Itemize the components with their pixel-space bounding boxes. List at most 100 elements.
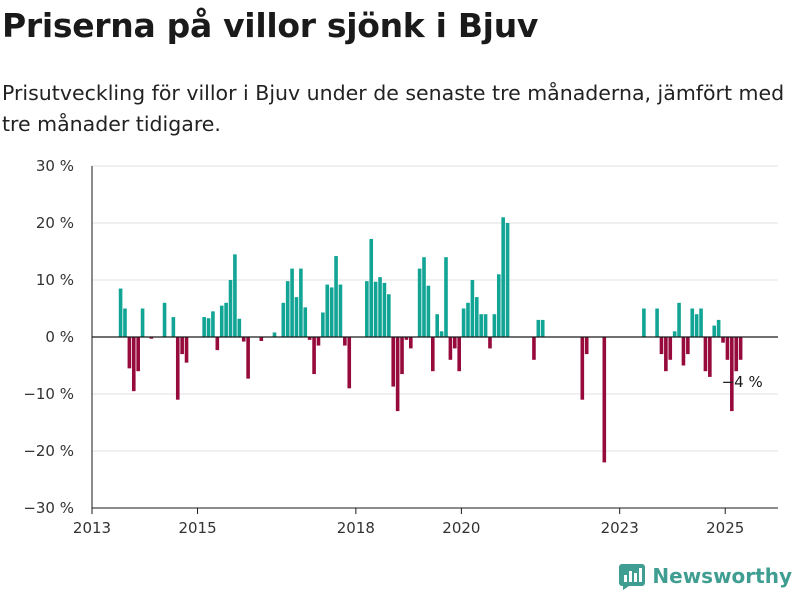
bar-negative [180, 337, 184, 355]
bar-positive [233, 254, 237, 337]
bar-positive [162, 302, 167, 337]
bar-positive [228, 280, 233, 337]
y-tick-label: 30 % [36, 157, 74, 175]
bar-negative [668, 337, 673, 360]
bar-positive [422, 257, 426, 337]
bar-negative [246, 337, 250, 379]
bar-positive [272, 332, 277, 337]
bar-negative [409, 337, 413, 349]
y-tick-label: 0 % [45, 328, 74, 346]
bar-positive [321, 312, 325, 337]
bar-positive [303, 307, 308, 337]
chart-title: Priserna på villor sjönk i Bjuv [2, 6, 539, 45]
bar-negative [730, 337, 734, 412]
bar-positive [285, 281, 290, 337]
bar-positive [219, 305, 224, 337]
bar-positive [444, 257, 448, 337]
bar-negative [580, 337, 585, 400]
bars [118, 217, 743, 463]
bar-positive [642, 308, 646, 337]
bar-negative [431, 337, 435, 372]
bar-negative [307, 337, 312, 340]
bar-negative [149, 337, 154, 339]
bar-positive [237, 318, 242, 337]
bar-positive [417, 268, 422, 337]
bar-positive [672, 331, 677, 337]
bar-negative [241, 337, 246, 342]
bar-positive [540, 319, 545, 337]
y-tick-label: 20 % [36, 214, 74, 232]
bar-chart-logo-icon [619, 564, 646, 590]
bar-negative [136, 337, 140, 372]
bar-negative [452, 337, 457, 349]
bar-negative [659, 337, 664, 355]
bar-negative [584, 337, 589, 355]
bar-positive [466, 302, 470, 337]
bar-positive [699, 308, 703, 337]
bar-positive [496, 274, 501, 337]
y-tick-label: −10 % [23, 385, 74, 403]
bar-positive [373, 281, 378, 337]
bar-negative [400, 337, 404, 375]
bar-negative [721, 337, 725, 343]
bar-positive [479, 314, 483, 337]
bar-positive [505, 223, 510, 337]
bar-positive [329, 287, 334, 337]
bar-negative [259, 337, 264, 341]
bar-positive [140, 308, 145, 337]
bar-negative [404, 337, 409, 340]
bar-negative [131, 337, 136, 392]
bar-positive [299, 268, 303, 337]
bar-positive [378, 277, 382, 337]
bar-negative [738, 337, 743, 360]
bar-negative [664, 337, 668, 372]
bar-negative [681, 337, 686, 366]
bar-positive [334, 256, 338, 337]
bar-positive [483, 314, 488, 337]
bar-positive [224, 302, 228, 337]
bar-negative [686, 337, 690, 355]
axes [91, 166, 778, 514]
chart-subtitle: Prisutveckling för villor i Bjuv under d… [2, 81, 785, 136]
bar-positive [712, 325, 717, 337]
bar-positive [290, 268, 294, 337]
bar-negative [734, 337, 739, 372]
bar-negative [725, 337, 730, 360]
bar-positive [461, 308, 466, 337]
y-tick-label: 10 % [36, 271, 74, 289]
bar-positive [281, 302, 286, 337]
bar-positive [694, 314, 699, 337]
x-axis-tick-labels: 2013 2015 2018 2020 2023 2025 [73, 519, 744, 537]
bar-positive [387, 294, 391, 337]
bar-negative [127, 337, 132, 369]
bar-negative [175, 337, 180, 400]
bar-positive [211, 311, 215, 337]
bar-positive [325, 284, 330, 337]
bar-negative [316, 337, 321, 346]
bar-positive [171, 317, 176, 337]
y-axis-tick-labels: 30 % 20 % 10 % 0 % −10 % −20 % −30 % [23, 157, 74, 517]
bar-positive [501, 217, 505, 337]
bar-positive [382, 282, 387, 337]
bar-negative [457, 337, 461, 372]
bar-positive [474, 297, 479, 337]
bar-negative [343, 337, 347, 346]
bar-negative [391, 337, 396, 387]
bar-negative [708, 337, 712, 377]
bar-negative [703, 337, 708, 372]
y-tick-label: −30 % [23, 499, 74, 517]
x-tick-label: 2018 [337, 519, 375, 537]
bar-negative [395, 337, 400, 412]
bar-positive [655, 308, 659, 337]
bar-negative [312, 337, 316, 375]
x-tick-label: 2020 [442, 519, 480, 537]
bar-negative [448, 337, 453, 360]
bar-negative [184, 337, 189, 363]
x-tick-label: 2013 [73, 519, 111, 537]
bar-positive [690, 308, 695, 337]
bar-negative [215, 337, 220, 351]
bar-negative [347, 337, 352, 389]
bar-positive [369, 238, 374, 337]
y-tick-label: −20 % [23, 442, 74, 460]
